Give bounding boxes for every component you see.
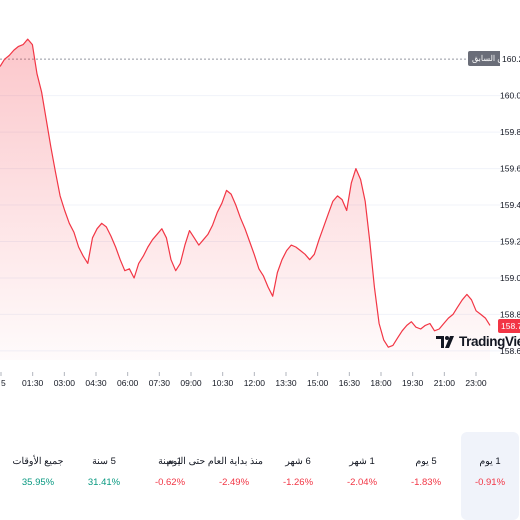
period-change-value: -1.26% [282,477,314,488]
x-tick-label: 03:00 [54,378,76,388]
last-price-badge: 158.738 [498,318,520,333]
x-tick-label: 16:30 [339,378,361,388]
period-change-value: -2.49% [218,477,250,488]
prev-close-value: 160.200 [500,51,520,68]
price-area-fill [0,39,490,360]
x-tick-label: 18:00 [370,378,392,388]
x-tick-label: 15:00 [307,378,329,388]
x-tick-label: 01:30 [22,378,44,388]
price-chart[interactable]: 160.000 159.800 159.600 159.400 159.200 159.0… [0,0,520,400]
x-tick-label: 5 [1,378,6,388]
period-tab[interactable]: 1 شهر -2.04% [333,432,391,520]
x-tick-label: 10:30 [212,378,234,388]
x-tick-label: 12:00 [244,378,266,388]
period-change-value: 31.41% [87,477,121,488]
period-label: 5 سنة [92,456,116,467]
x-tick-label: 09:00 [180,378,202,388]
period-tab[interactable]: 1 يوم -0.91% [461,432,519,520]
price-series-line [0,38,491,348]
period-tab[interactable]: منذ بداية العام حتى اليوم -2.49% [166,432,263,520]
period-label: منذ بداية العام حتى اليوم [166,456,263,467]
watermark-text: TradingView [459,334,520,349]
y-tick-label: 160.000 [500,91,520,101]
tradingview-watermark[interactable]: TradingView [436,334,520,349]
y-tick-label: 159.600 [500,164,520,174]
x-tick-label: 06:00 [117,378,139,388]
period-label: 1 شهر [349,456,375,467]
period-change-value: -2.04% [346,477,378,488]
y-tick-label: 159.800 [500,127,520,137]
performance-periods: 1 يوم -0.91% 5 يوم -1.83% 1 شهر -2.04% 6 شهر -1… [0,432,520,520]
y-tick-label: 159.200 [500,236,520,246]
period-label: جميع الأوقات [12,456,64,467]
y-axis: 160.000 159.800 159.600 159.400 159.200 159.0… [500,91,520,356]
period-change-value: -0.62% [154,477,186,488]
y-tick-label: 158.600 [500,346,520,356]
y-tick-label: 159.000 [500,273,520,283]
period-tab[interactable]: 1 سنة -0.62% [141,432,199,520]
y-tick-label: 158.800 [500,309,520,319]
period-change-value: 35.95% [21,477,55,488]
tradingview-logo-icon [436,335,456,348]
period-label: 1 يوم [479,456,501,467]
period-tab[interactable]: 6 شهر -1.26% [269,432,327,520]
period-tab[interactable]: جميع الأوقات 35.95% [9,432,67,520]
x-tick-label: 19:30 [402,378,424,388]
period-change-value: -1.83% [410,477,442,488]
period-tab[interactable]: 5 سنة 31.41% [75,432,133,520]
period-change-value: -0.91% [474,477,506,488]
period-tab[interactable]: 5 يوم -1.83% [397,432,455,520]
x-tick-label: 23:00 [465,378,487,388]
period-label: 5 يوم [415,456,437,467]
period-label: 1 سنة [158,456,182,467]
x-tick-label: 21:00 [434,378,456,388]
x-tick-label: 07:30 [149,378,171,388]
x-tick-label: 13:30 [275,378,297,388]
y-tick-label: 159.400 [500,200,520,210]
period-label: 6 شهر [285,456,311,467]
chart-canvas[interactable]: 160.000 159.800 159.600 159.400 159.200 159.0… [0,0,520,400]
x-axis: 5 01:30 03:00 04:30 06:00 07:30 09:00 10:30 12:0… [0,372,487,388]
x-tick-label: 04:30 [85,378,107,388]
